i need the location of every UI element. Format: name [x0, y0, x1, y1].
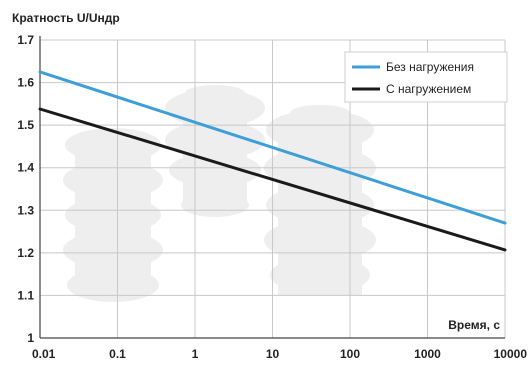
y-tick-label: 1.3 — [17, 203, 34, 217]
series-lines — [38, 70, 507, 252]
x-tick-label: 1000 — [414, 347, 441, 361]
y-tick-label: 1.4 — [17, 161, 34, 175]
x-tick-label: 1 — [192, 347, 199, 361]
insulator-left — [63, 128, 163, 302]
y-tick-labels: 1 1.1 1.2 1.3 1.4 1.5 1.6 1.7 — [17, 33, 34, 345]
legend-box — [344, 51, 508, 103]
y-tick-label: 1.5 — [17, 118, 34, 132]
y-tick-label: 1.6 — [17, 76, 34, 90]
y-axis-title: Кратность U/Uндр — [12, 11, 120, 25]
x-tick-label: 10000 — [494, 347, 528, 361]
series-line-1 — [38, 70, 507, 225]
x-axis-title: Время, с — [448, 318, 500, 332]
axes — [39, 36, 505, 339]
legend-label-1: Без нагружения — [386, 60, 474, 74]
x-tick-label: 0.1 — [109, 347, 126, 361]
insulator-middle — [165, 85, 265, 217]
y-tick-label: 1.7 — [17, 33, 34, 47]
y-tick-label: 1 — [27, 331, 34, 345]
x-tick-label: 10 — [266, 347, 280, 361]
series-line-2 — [38, 107, 507, 252]
insulator-illustration — [63, 85, 376, 302]
x-tick-labels: 0.01 0.1 1 10 100 1000 10000 — [32, 347, 527, 361]
x-tick-label: 0.01 — [32, 347, 56, 361]
legend-label-2: С нагружением — [386, 82, 471, 96]
insulator-right — [264, 105, 376, 295]
y-tick-label: 1.2 — [17, 246, 34, 260]
x-tick-label: 100 — [340, 347, 360, 361]
legend: Без нагружения С нагружением — [344, 51, 508, 103]
y-tick-label: 1.1 — [17, 288, 34, 302]
